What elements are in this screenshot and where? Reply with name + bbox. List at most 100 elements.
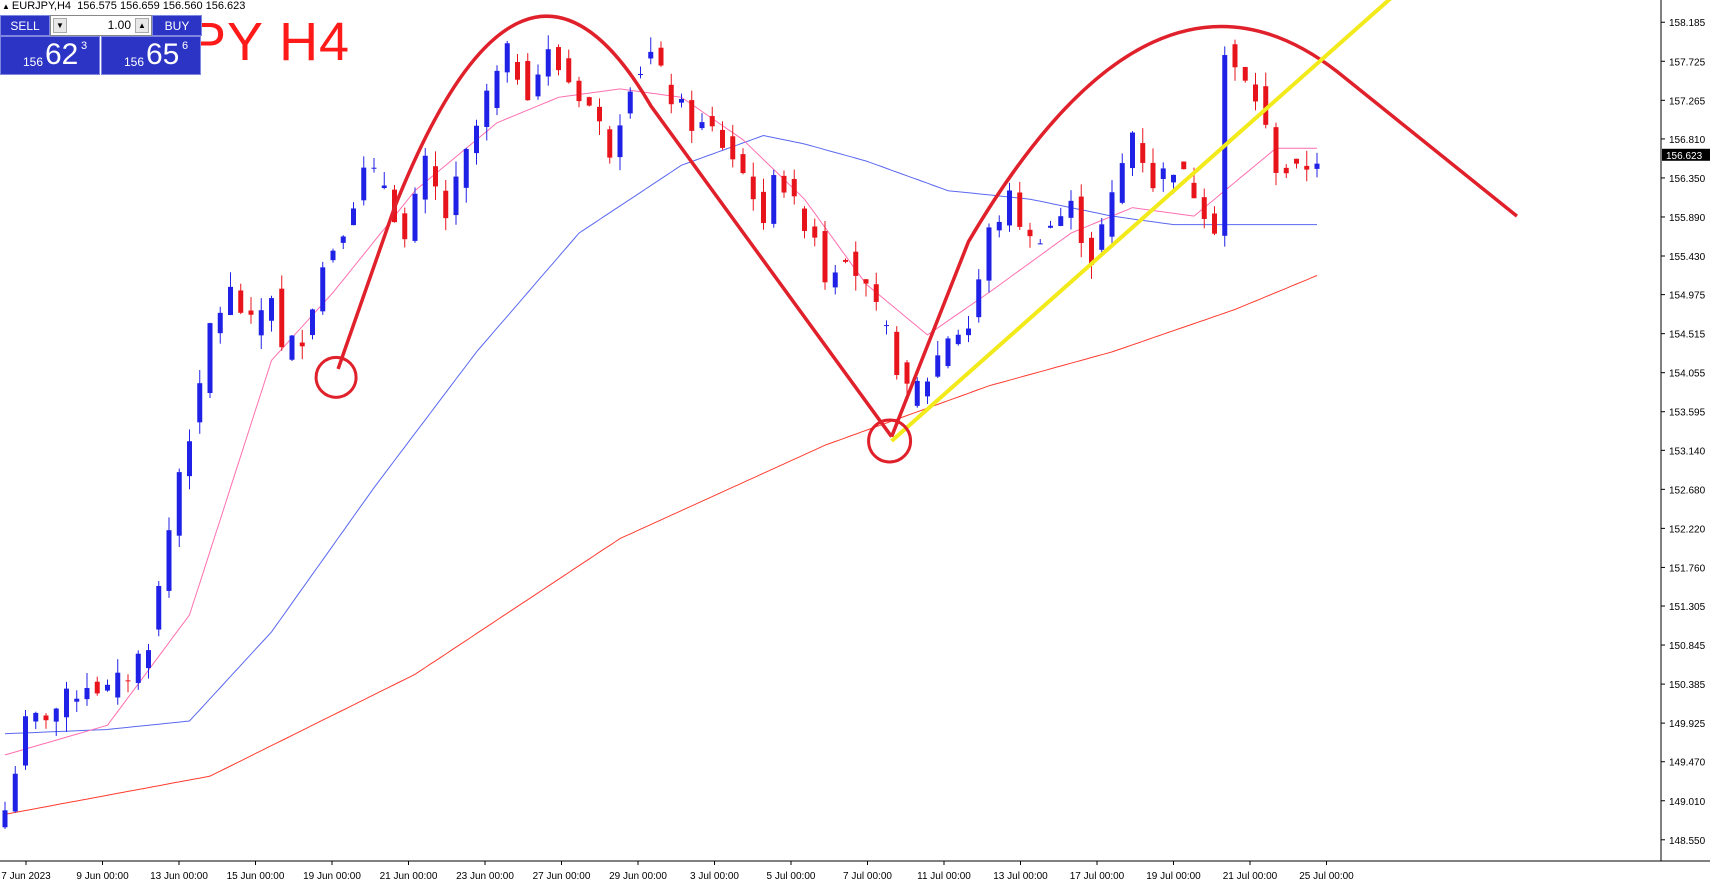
candle — [1140, 128, 1146, 173]
volume-decrease-icon[interactable]: ▼ — [53, 18, 67, 33]
x-tick-label: 23 Jun 00:00 — [456, 871, 514, 882]
candle-body — [23, 716, 28, 766]
candle-body — [33, 712, 39, 722]
support-trendline[interactable] — [890, 0, 1394, 443]
candle — [1150, 148, 1156, 192]
candle-body — [1191, 182, 1197, 199]
candle — [320, 261, 326, 315]
candle-body — [720, 129, 725, 148]
candle-body — [12, 773, 18, 812]
candle — [12, 766, 18, 813]
candle — [556, 44, 561, 76]
candle-body — [627, 91, 633, 114]
candle-body — [730, 136, 736, 160]
candle-body — [453, 176, 459, 216]
candle-body — [525, 60, 531, 101]
y-tick-label: 155.890 — [1669, 213, 1706, 224]
candle-body — [914, 380, 920, 406]
candle — [935, 340, 941, 379]
ma-mid-line — [4, 134, 1317, 735]
left-shoulder-arc[interactable] — [336, 14, 894, 438]
candle-body — [1263, 86, 1269, 125]
candle — [433, 151, 438, 200]
candle-body — [679, 99, 684, 103]
candle — [1017, 181, 1023, 230]
candle-body — [750, 176, 756, 200]
y-tick-label: 151.760 — [1669, 563, 1706, 574]
buy-button[interactable]: BUY — [152, 15, 202, 36]
low-marker-circle[interactable] — [314, 355, 358, 399]
y-tick-label: 154.055 — [1669, 369, 1706, 380]
candle-body — [996, 221, 1002, 231]
candle — [187, 429, 192, 490]
x-tick-label: 15 Jun 00:00 — [227, 871, 285, 882]
x-tick-label: 21 Jul 00:00 — [1223, 871, 1278, 882]
volume-increase-icon[interactable]: ▲ — [135, 18, 149, 33]
candle — [1058, 207, 1064, 227]
candle — [33, 711, 39, 730]
candle-body — [330, 250, 336, 261]
candle — [904, 360, 910, 395]
candle-body — [1099, 224, 1105, 250]
candle-body — [1171, 174, 1176, 183]
candle — [566, 49, 572, 84]
candle — [135, 650, 141, 690]
candle — [269, 295, 274, 332]
candle — [576, 76, 582, 108]
candle — [535, 64, 541, 100]
candle — [699, 113, 705, 131]
candle — [648, 37, 654, 65]
candle — [781, 170, 787, 198]
candle-body — [740, 154, 746, 174]
candle — [1242, 66, 1248, 83]
y-tick-label: 153.140 — [1669, 446, 1706, 457]
candle — [1160, 162, 1166, 192]
drawing-objects — [314, 0, 1518, 464]
candle — [976, 269, 982, 323]
candle — [23, 709, 28, 770]
candle-body — [351, 208, 356, 226]
x-tick-label: 5 Jul 00:00 — [767, 871, 816, 882]
x-tick-label: 3 Jul 00:00 — [690, 871, 739, 882]
moving-averages — [4, 88, 1318, 815]
low-marker-circle[interactable] — [867, 418, 913, 464]
candle — [761, 178, 766, 230]
candle-body — [925, 381, 930, 397]
candle — [1130, 131, 1135, 177]
x-tick-label: 19 Jun 00:00 — [303, 871, 361, 882]
candle-body — [1273, 127, 1279, 173]
candle — [1294, 158, 1299, 169]
candle-body — [617, 125, 623, 158]
collapse-triangle-icon[interactable]: ▲ — [2, 2, 10, 11]
buy-price-button[interactable]: 156 65 6 — [101, 36, 201, 75]
candle — [709, 106, 715, 132]
candle-body — [207, 323, 213, 394]
volume-value[interactable]: 1.00 — [107, 18, 131, 32]
candle — [361, 156, 367, 206]
candle-body — [258, 310, 264, 336]
sell-button[interactable]: SELL — [0, 15, 50, 36]
candle — [679, 93, 684, 108]
candle-body — [248, 310, 254, 315]
candle-body — [412, 193, 418, 241]
y-tick-label: 151.305 — [1669, 602, 1706, 613]
y-tick-label: 152.680 — [1669, 485, 1706, 496]
candle-body — [566, 58, 572, 83]
candle-body — [289, 335, 295, 360]
candle-body — [658, 47, 664, 66]
candle — [884, 320, 889, 335]
candle-body — [361, 167, 367, 201]
sell-price-button[interactable]: 156 62 3 — [0, 36, 100, 75]
candle-body — [955, 334, 961, 345]
x-tick-label: 7 Jun 2023 — [1, 871, 51, 882]
candle — [750, 162, 756, 211]
volume-input[interactable]: ▼ 1.00 ▲ — [50, 15, 152, 36]
candle-body — [1078, 196, 1084, 243]
right-shoulder-arc[interactable] — [889, 24, 1518, 438]
x-tick-label: 9 Jun 00:00 — [76, 871, 129, 882]
candle — [289, 334, 295, 362]
candle-body — [1283, 167, 1289, 174]
candle-body — [1037, 243, 1043, 245]
candle-body — [873, 284, 879, 302]
